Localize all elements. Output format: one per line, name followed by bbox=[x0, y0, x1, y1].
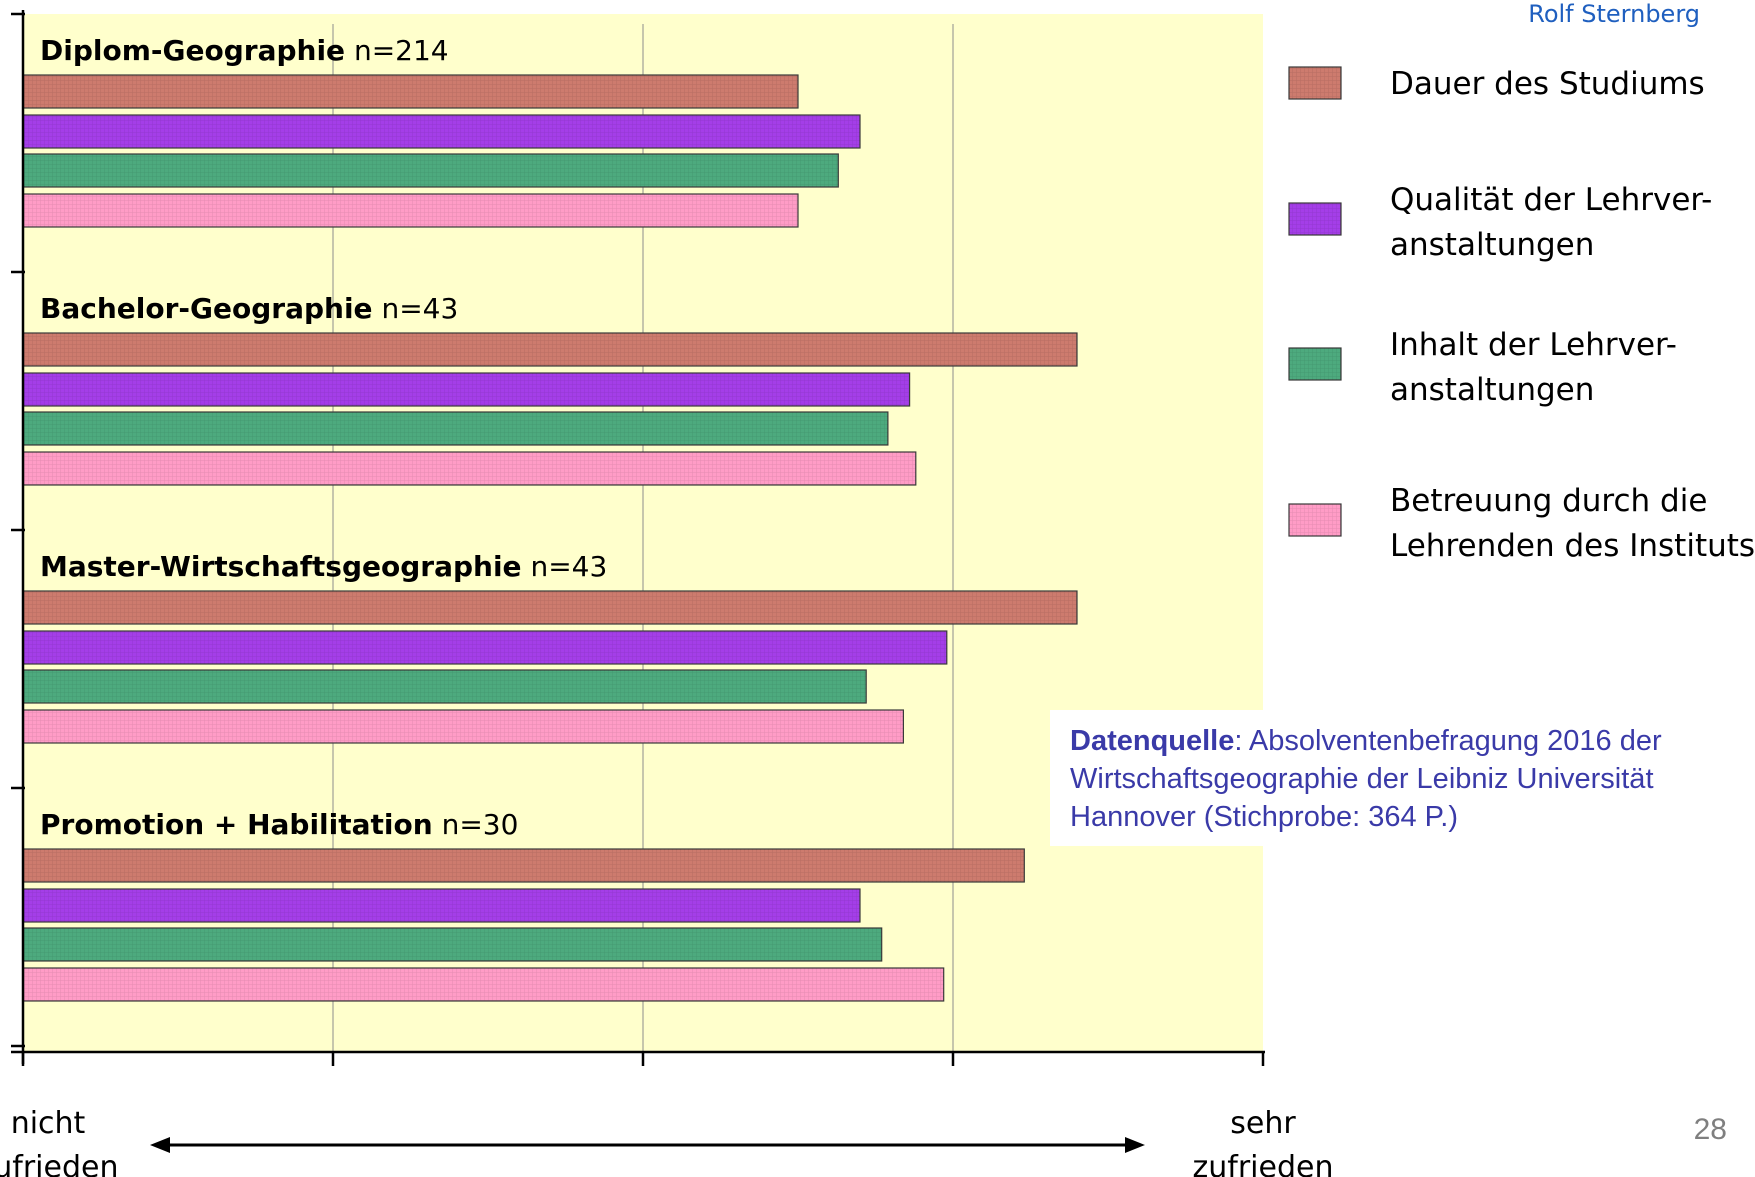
legend-label: Qualität der Lehrver- bbox=[1390, 182, 1712, 218]
legend-swatch-texture bbox=[1289, 504, 1341, 536]
legend-label: Dauer des Studiums bbox=[1390, 66, 1705, 102]
bar-texture bbox=[23, 412, 888, 445]
bar-texture bbox=[23, 333, 1077, 366]
group-sample-size: n=30 bbox=[433, 808, 519, 841]
scale-left-line-1: nicht bbox=[11, 1106, 86, 1141]
scale-right-label: sehr zufrieden bbox=[1193, 1106, 1334, 1177]
group-titles: Diplom-Geographie n=214 Bachelor-Geograph… bbox=[40, 34, 607, 841]
legend-item: Dauer des Studiums bbox=[1288, 66, 1705, 102]
group-name: Bachelor-Geographie bbox=[40, 292, 373, 325]
bars bbox=[22, 74, 1078, 1002]
axes bbox=[11, 10, 1265, 1066]
bar-texture bbox=[23, 928, 882, 961]
legend-label: Lehrenden des Instituts bbox=[1390, 528, 1755, 564]
group-sample-size: n=214 bbox=[345, 34, 449, 67]
scale-right-line-2: zufrieden bbox=[1193, 1150, 1334, 1177]
legend-swatch-texture bbox=[1289, 203, 1341, 235]
bar-texture bbox=[23, 849, 1025, 882]
bar-texture bbox=[23, 591, 1077, 624]
legend: Dauer des Studiums Qualität der Lehrver-a… bbox=[1288, 66, 1755, 564]
legend-item: Qualität der Lehrver-anstaltungen bbox=[1288, 182, 1712, 263]
group-sample-size: n=43 bbox=[373, 292, 459, 325]
bar-texture bbox=[23, 631, 947, 664]
group-name: Master-Wirtschaftsgeographie bbox=[40, 550, 522, 583]
scale-left-line-2: zufrieden bbox=[0, 1150, 118, 1177]
bar-texture bbox=[23, 710, 904, 743]
group-title: Master-Wirtschaftsgeographie n=43 bbox=[40, 550, 607, 583]
author-label: Rolf Sternberg bbox=[1528, 0, 1700, 28]
group-sample-size: n=43 bbox=[522, 550, 608, 583]
bar-texture bbox=[23, 968, 944, 1001]
source-label: Datenquelle bbox=[1070, 725, 1235, 757]
group-title: Diplom-Geographie n=214 bbox=[40, 34, 449, 67]
bar-texture bbox=[23, 75, 798, 108]
source-note: Datenquelle: Absolventenbefragung 2016 d… bbox=[1050, 710, 1740, 846]
group-title: Bachelor-Geographie n=43 bbox=[40, 292, 458, 325]
legend-swatch-texture bbox=[1289, 348, 1341, 380]
legend-label: anstaltungen bbox=[1390, 227, 1594, 263]
page-number: 28 bbox=[1694, 1113, 1727, 1146]
legend-label: anstaltungen bbox=[1390, 372, 1594, 408]
legend-swatch-texture bbox=[1289, 67, 1341, 99]
scale-right-line-1: sehr bbox=[1230, 1106, 1296, 1141]
bar-texture bbox=[23, 115, 860, 148]
bar-texture bbox=[23, 889, 860, 922]
legend-item: Inhalt der Lehrver-anstaltungen bbox=[1288, 327, 1677, 408]
bar-texture bbox=[23, 194, 798, 227]
legend-label: Betreuung durch die bbox=[1390, 483, 1707, 519]
bar-texture bbox=[23, 452, 916, 485]
scale-left-label: nicht zufrieden bbox=[0, 1106, 118, 1177]
legend-item: Betreuung durch die Lehrenden des Institu… bbox=[1288, 483, 1755, 564]
group-name: Promotion + Habilitation bbox=[40, 808, 433, 841]
bar-texture bbox=[23, 670, 867, 703]
source-text: : Absolventenbefragung 2016 der Wirtscha… bbox=[1070, 725, 1662, 833]
group-title: Promotion + Habilitation n=30 bbox=[40, 808, 518, 841]
bar-texture bbox=[23, 154, 839, 187]
group-name: Diplom-Geographie bbox=[40, 34, 345, 67]
bar-texture bbox=[23, 373, 910, 406]
scale-arrow bbox=[150, 1137, 1145, 1153]
legend-label: Inhalt der Lehrver- bbox=[1390, 327, 1677, 363]
